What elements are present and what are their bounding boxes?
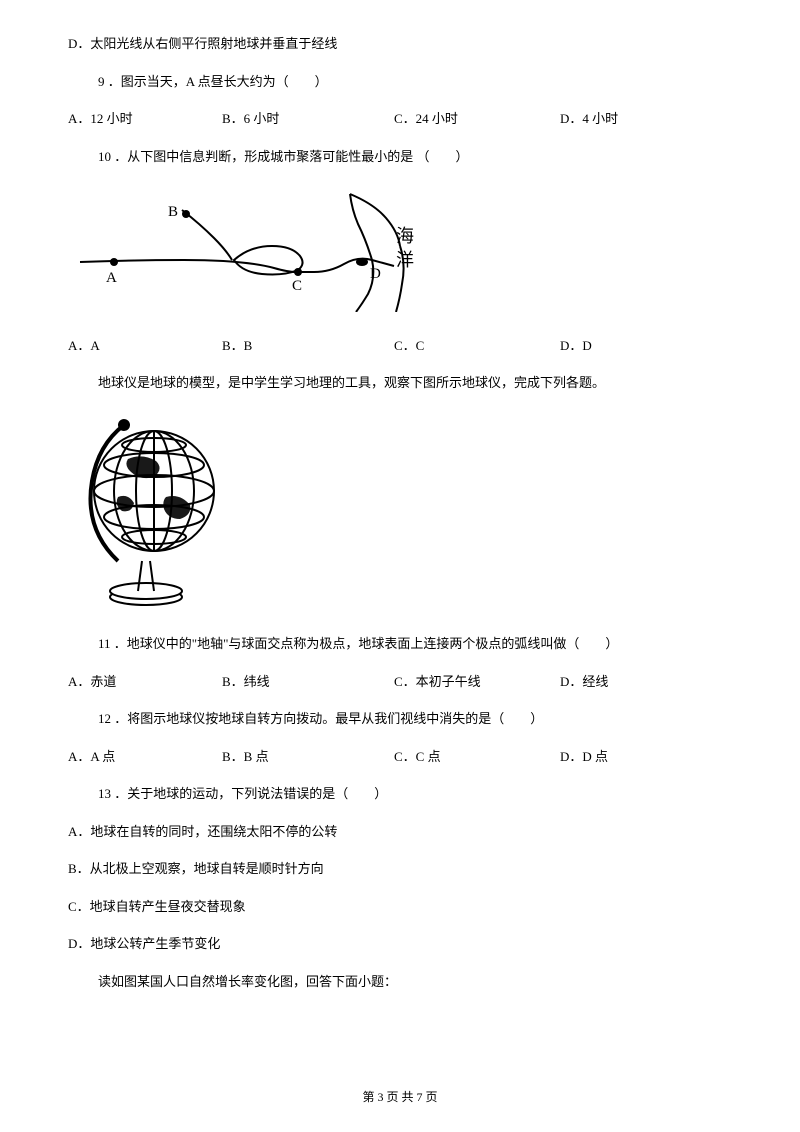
q9-opt-a: A．12 小时	[68, 109, 222, 129]
q12-opt-d: D．D 点	[560, 747, 710, 767]
q10-opt-c: C．C	[394, 336, 560, 356]
q11-opt-b: B．纬线	[222, 672, 394, 692]
q13-opt-d: D．地球公转产生季节变化	[68, 934, 732, 954]
q11-options: A．赤道 B．纬线 C．本初子午线 D．经线	[68, 672, 732, 692]
q13-opt-a: A．地球在自转的同时，还围绕太阳不停的公转	[68, 822, 732, 842]
svg-text:D: D	[370, 266, 381, 282]
svg-text:洋: 洋	[396, 250, 414, 270]
svg-text:C: C	[292, 278, 302, 294]
page-footer: 第 3 页 共 7 页	[0, 1088, 800, 1106]
q9-options: A．12 小时 B．6 小时 C．24 小时 D．4 小时	[68, 109, 732, 129]
last-intro: 读如图某国人口自然增长率变化图，回答下面小题：	[68, 972, 732, 992]
q11-stem: 11 ．地球仪中的"地轴"与球面交点称为极点，地球表面上连接两个极点的弧线叫做（…	[68, 634, 732, 654]
q9-opt-d: D．4 小时	[560, 109, 710, 129]
q10-opt-b: B．B	[222, 336, 394, 356]
q9-opt-b: B．6 小时	[222, 109, 394, 129]
svg-text:海: 海	[396, 226, 414, 246]
q11-opt-d: D．经线	[560, 672, 710, 692]
q12-opt-c: C．C 点	[394, 747, 560, 767]
globe-icon	[74, 411, 232, 607]
globe-figure	[74, 411, 732, 613]
svg-text:B: B	[168, 204, 178, 220]
q13-stem: 13 ．关于地球的运动，下列说法错误的是（ ）	[68, 784, 732, 804]
q12-opt-a: A．A 点	[68, 747, 222, 767]
q12-stem: 12 ．将图示地球仪按地球自转方向拨动。最早从我们视线中消失的是（ ）	[68, 709, 732, 729]
q8-option-d: D．太阳光线从右侧平行照射地球并垂直于经线	[68, 34, 732, 54]
q9-stem: 9 ．图示当天，A 点昼长大约为（ ）	[68, 72, 732, 92]
q11-opt-a: A．赤道	[68, 672, 222, 692]
q10-options: A．A B．B C．C D．D	[68, 336, 732, 356]
q12-options: A．A 点 B．B 点 C．C 点 D．D 点	[68, 747, 732, 767]
q13-opt-b: B．从北极上空观察，地球自转是顺时针方向	[68, 859, 732, 879]
q10-opt-d: D．D	[560, 336, 710, 356]
globe-intro: 地球仪是地球的模型，是中学生学习地理的工具，观察下图所示地球仪，完成下列各题。	[68, 373, 732, 393]
q12-opt-b: B．B 点	[222, 747, 394, 767]
q10-opt-a: A．A	[68, 336, 222, 356]
q13-opt-c: C．地球自转产生昼夜交替现象	[68, 897, 732, 917]
q11-opt-c: C．本初子午线	[394, 672, 560, 692]
svg-text:A: A	[106, 270, 117, 286]
river-map-icon: A B C D 海 洋	[74, 184, 420, 312]
q10-stem: 10 ．从下图中信息判断，形成城市聚落可能性最小的是 （ ）	[68, 147, 732, 167]
q10-map-figure: A B C D 海 洋	[74, 184, 732, 318]
q9-opt-c: C．24 小时	[394, 109, 560, 129]
